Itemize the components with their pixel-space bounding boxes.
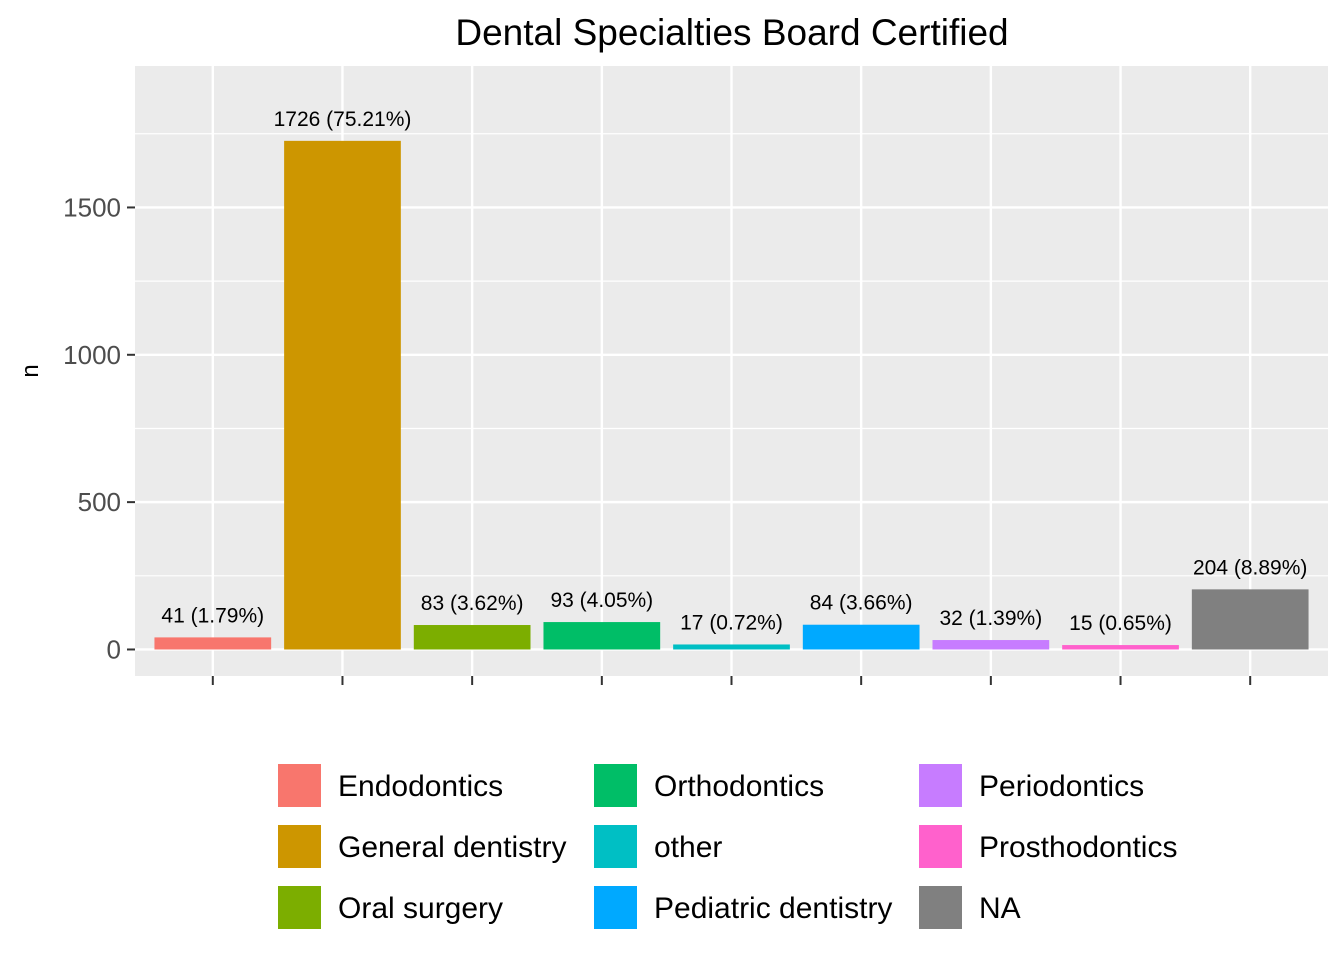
legend-label: Oral surgery [338, 892, 503, 925]
bar [673, 644, 790, 650]
legend-label: Orthodontics [654, 770, 824, 803]
y-tick-label: 0 [107, 634, 121, 664]
legend-swatch [919, 886, 962, 929]
bar-data-label: 1726 (75.21%) [274, 108, 412, 131]
legend-item: other [594, 825, 722, 868]
bar-data-label: 17 (0.72%) [680, 611, 783, 634]
bar [154, 637, 272, 650]
legend-label: Periodontics [979, 770, 1144, 803]
x-axis [211, 676, 1252, 685]
legend: Endodontics General dentistry Oral surgery… [278, 764, 1177, 929]
y-axis: 0 500 1000 1500 [63, 192, 135, 664]
legend-swatch [594, 825, 637, 868]
chart-title: Dental Specialties Board Certified [455, 12, 1008, 53]
y-axis-label: n [17, 364, 44, 377]
legend-item: Orthodontics [594, 764, 824, 807]
legend-swatch [919, 764, 962, 807]
legend-item: Periodontics [919, 764, 1144, 807]
legend-swatch [594, 886, 637, 929]
legend-swatch [919, 825, 962, 868]
bar-labels: 41 (1.79%) 1726 (75.21%) 83 (3.62%) 93 (4.0… [161, 108, 1307, 635]
bar-data-label: 32 (1.39%) [939, 607, 1042, 630]
legend-label: Endodontics [338, 770, 503, 803]
bar [543, 622, 661, 650]
bar [932, 640, 1050, 650]
legend-item: General dentistry [278, 825, 566, 868]
bar-data-label: 204 (8.89%) [1193, 556, 1307, 579]
y-tick-label: 1000 [63, 340, 121, 370]
legend-item: Endodontics [278, 764, 503, 807]
legend-label: Prosthodontics [979, 831, 1177, 864]
bars [154, 140, 1309, 650]
legend-swatch [278, 764, 321, 807]
legend-swatch [278, 825, 321, 868]
legend-item: Prosthodontics [919, 825, 1177, 868]
legend-label: NA [979, 892, 1021, 925]
legend-swatch [278, 886, 321, 929]
bar-data-label: 93 (4.05%) [550, 589, 653, 612]
legend-item: Pediatric dentistry [594, 886, 892, 929]
bar [413, 625, 531, 650]
legend-label: other [654, 831, 722, 864]
bar-data-label: 83 (3.62%) [421, 592, 524, 615]
legend-label: General dentistry [338, 831, 566, 864]
bar-data-label: 84 (3.66%) [810, 592, 913, 615]
bar [802, 624, 920, 650]
bar [284, 140, 401, 650]
bar [1191, 589, 1309, 650]
legend-item: NA [919, 886, 1021, 929]
bar [1062, 645, 1179, 650]
bar-data-label: 15 (0.65%) [1069, 612, 1172, 635]
y-tick-label: 1500 [63, 192, 121, 222]
legend-label: Pediatric dentistry [654, 892, 892, 925]
bar-data-label: 41 (1.79%) [161, 604, 264, 627]
legend-item: Oral surgery [278, 886, 503, 929]
y-tick-label: 500 [78, 487, 121, 517]
legend-swatch [594, 764, 637, 807]
